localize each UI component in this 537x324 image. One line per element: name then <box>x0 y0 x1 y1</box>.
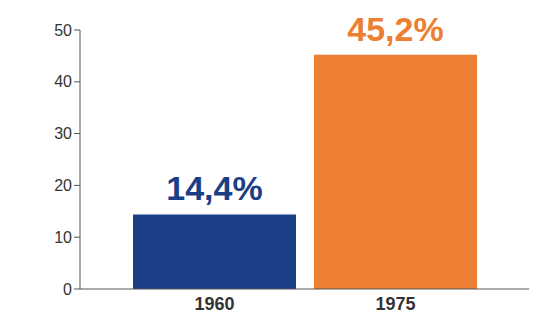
svg-text:50: 50 <box>54 22 72 39</box>
svg-text:20: 20 <box>54 177 72 194</box>
svg-text:1960: 1960 <box>194 294 234 314</box>
svg-text:30: 30 <box>54 125 72 142</box>
svg-text:0: 0 <box>63 281 72 298</box>
svg-text:1975: 1975 <box>375 294 415 314</box>
svg-text:40: 40 <box>54 73 72 90</box>
svg-text:14,4%: 14,4% <box>166 169 262 207</box>
svg-text:10: 10 <box>54 229 72 246</box>
svg-text:45,2%: 45,2% <box>347 10 443 48</box>
